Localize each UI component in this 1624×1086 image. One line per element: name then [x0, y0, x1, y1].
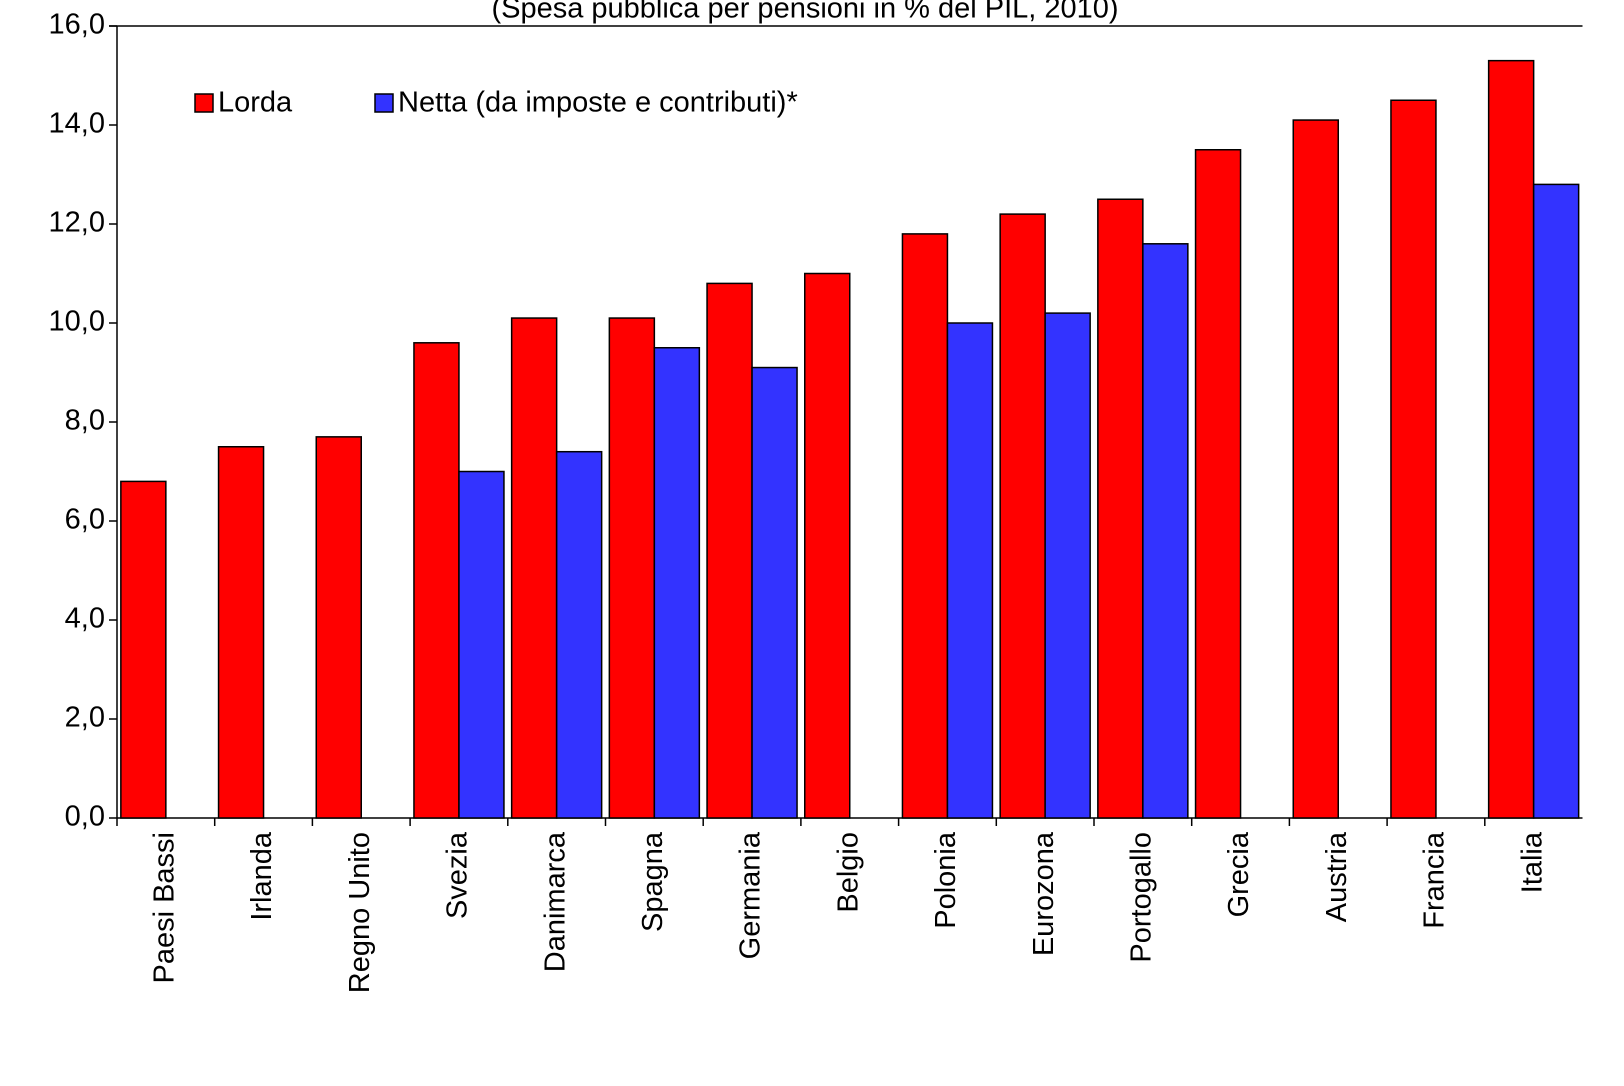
- x-tick-label: Grecia: [1223, 831, 1255, 917]
- chart-subtitle: (Spesa pubblica per pensioni in % del PI…: [491, 0, 1118, 25]
- bar: [751, 366, 798, 819]
- x-tick-label: Portogallo: [1126, 832, 1158, 963]
- y-tick-label: 10,0: [49, 306, 105, 338]
- bar: [706, 282, 753, 819]
- x-tick-label: Spagna: [637, 831, 669, 932]
- bar: [217, 446, 265, 819]
- bar: [555, 450, 603, 819]
- x-tick-label: Polonia: [930, 831, 962, 929]
- y-tick-label: 14,0: [49, 108, 105, 140]
- bar: [1097, 198, 1144, 819]
- bar: [608, 317, 656, 819]
- y-tick-label: 0,0: [65, 801, 105, 833]
- bar: [1487, 59, 1535, 819]
- y-tick-label: 2,0: [65, 702, 105, 734]
- legend-label: Lorda: [218, 87, 293, 119]
- bar: [413, 342, 460, 819]
- bar: [1142, 243, 1189, 819]
- bar: [1292, 119, 1339, 819]
- bar: [1044, 312, 1091, 819]
- bar: [458, 470, 505, 819]
- bar: [946, 322, 994, 819]
- y-tick-label: 12,0: [49, 207, 105, 239]
- legend-swatch: [194, 93, 214, 113]
- x-tick-label: Francia: [1419, 831, 1451, 929]
- x-tick-label: Danimarca: [539, 831, 571, 972]
- x-tick-label: Regno Unito: [344, 832, 376, 993]
- y-tick-label: 16,0: [49, 9, 105, 41]
- bar: [901, 233, 949, 819]
- bar: [510, 317, 558, 819]
- bar: [315, 436, 362, 819]
- bar: [1194, 149, 1242, 819]
- bar: [804, 272, 851, 819]
- legend-label: Netta (da imposte e contributi)*: [398, 87, 798, 119]
- x-tick-label: Belgio: [832, 832, 864, 913]
- legend-swatch: [374, 93, 394, 113]
- x-tick-label: Eurozona: [1028, 831, 1060, 956]
- bar: [999, 213, 1046, 819]
- y-tick-label: 8,0: [65, 405, 105, 437]
- y-tick-label: 4,0: [65, 603, 105, 635]
- bar: [653, 347, 701, 819]
- bar: [1532, 183, 1580, 819]
- x-tick-label: Germania: [735, 831, 767, 959]
- bar: [1390, 99, 1437, 819]
- y-tick-label: 6,0: [65, 504, 105, 536]
- bar: [120, 480, 167, 819]
- x-tick-label: Austria: [1321, 831, 1353, 922]
- x-tick-label: Svezia: [442, 831, 474, 919]
- x-tick-label: Irlanda: [246, 831, 278, 921]
- x-tick-label: Italia: [1516, 831, 1548, 893]
- x-tick-label: Paesi Bassi: [149, 832, 181, 984]
